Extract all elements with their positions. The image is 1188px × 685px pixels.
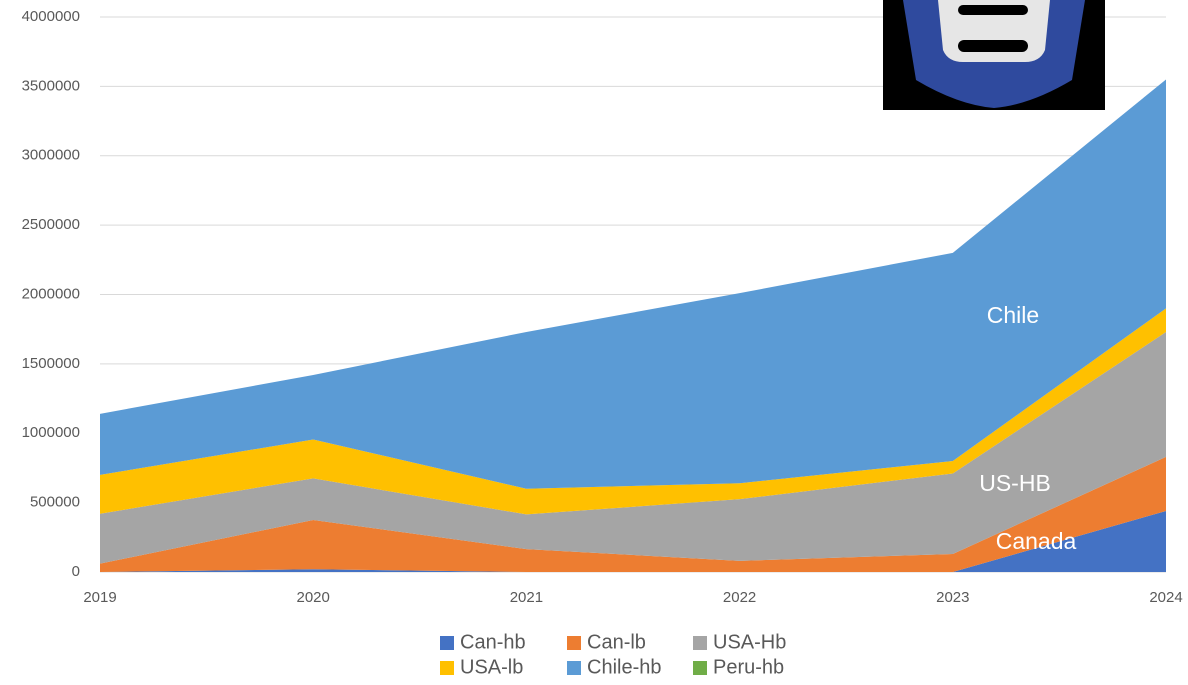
area: [100, 510, 1166, 572]
annotation: US-HB: [979, 470, 1051, 496]
legend-swatch: [440, 636, 454, 650]
area: [100, 308, 1166, 515]
y-tick-label: 3000000: [22, 147, 80, 164]
logo-glyph-gap: [958, 40, 1028, 52]
legend-swatch: [567, 636, 581, 650]
legend-label: USA-Hb: [713, 631, 786, 653]
y-tick-label: 0: [72, 563, 80, 580]
y-tick-label: 4000000: [22, 8, 80, 25]
legend-label: Chile-hb: [587, 656, 661, 678]
areas: [100, 79, 1166, 572]
y-tick-label: 3500000: [22, 77, 80, 94]
x-tick-label: 2023: [936, 589, 969, 606]
labels: 0 500000 1000000 1500000 2000000 2500000 30000…: [22, 8, 1183, 678]
legend-swatch: [693, 636, 707, 650]
x-tick-label: 2022: [723, 589, 756, 606]
legend-label: Can-hb: [460, 631, 526, 653]
legend-label: USA-lb: [460, 656, 523, 678]
legend-swatch: [440, 661, 454, 675]
logo: [883, 0, 1105, 110]
y-tick-label: 500000: [30, 494, 80, 511]
area: [100, 331, 1166, 564]
annotation: Canada: [996, 528, 1077, 554]
area: [100, 456, 1166, 572]
annotation: Chile: [987, 302, 1039, 328]
x-tick-label: 2019: [83, 589, 116, 606]
legend-label: Peru-hb: [713, 656, 784, 678]
area: [100, 79, 1166, 489]
y-tick-label: 2500000: [22, 216, 80, 233]
x-tick-label: 2021: [510, 589, 543, 606]
legend-swatch: [693, 661, 707, 675]
legend-swatch: [567, 661, 581, 675]
y-tick-label: 2000000: [22, 285, 80, 302]
x-tick-label: 2020: [297, 589, 330, 606]
y-tick-label: 1000000: [22, 424, 80, 441]
logo-glyph-gap: [958, 5, 1028, 15]
legend-label: Can-lb: [587, 631, 646, 653]
x-tick-label: 2024: [1149, 589, 1182, 606]
y-tick-label: 1500000: [22, 355, 80, 372]
